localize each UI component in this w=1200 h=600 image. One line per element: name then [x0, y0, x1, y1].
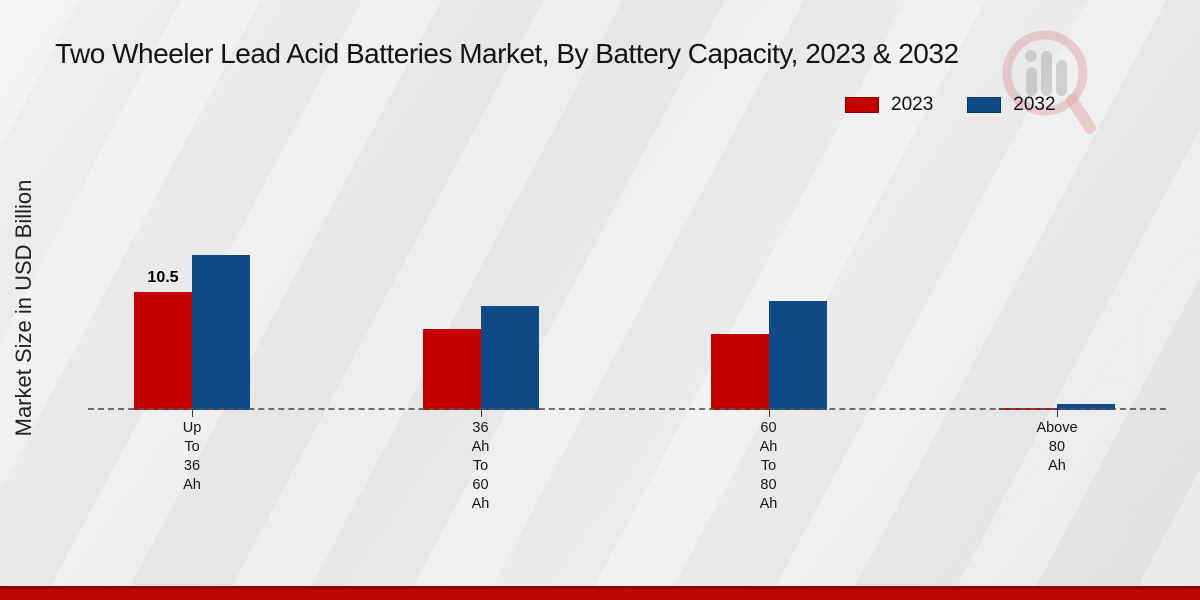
bar-2023-category-2: [710, 333, 769, 410]
x-axis-tick: [768, 410, 770, 417]
bar-2032-category-1: [480, 305, 539, 410]
bar-2032-category-0: [192, 255, 250, 410]
x-axis-label-category-3: Above 80 Ah: [1036, 420, 1078, 474]
x-axis-baseline: [88, 408, 1166, 410]
bar-value-label: 10.5: [147, 269, 179, 287]
bar-2023-category-0: [134, 292, 192, 410]
x-axis-tick: [192, 410, 193, 417]
y-axis-title: Market Size in USD Billion: [11, 179, 36, 437]
x-axis-label-category-0: Up To 36 Ah: [182, 420, 202, 493]
x-axis-tick: [1057, 410, 1058, 417]
x-axis-tick: [480, 410, 482, 417]
legend-item-2032: 2032: [967, 94, 1056, 116]
footer-accent-bar: [0, 586, 1200, 600]
legend-item-2023: 2023: [845, 94, 933, 116]
bar-2023-category-1: [422, 329, 481, 410]
legend-swatch-2032: [967, 97, 1002, 113]
magnifier-bar-chart-logo-icon: [998, 26, 1102, 147]
legend-swatch-2023: [845, 97, 879, 113]
bar-2032-category-3: [1057, 404, 1115, 410]
x-axis-label-category-2: 60 Ah To 80 Ah: [759, 420, 778, 512]
x-axis-label-category-1: 36 Ah To 60 Ah: [471, 420, 490, 512]
legend-label-2023: 2023: [891, 94, 934, 115]
legend-label-2032: 2032: [1013, 94, 1056, 115]
bar-2032-category-2: [768, 301, 827, 410]
chart-title: Two Wheeler Lead Acid Batteries Market, …: [55, 38, 959, 69]
legend: 2023 2032: [845, 94, 1056, 116]
